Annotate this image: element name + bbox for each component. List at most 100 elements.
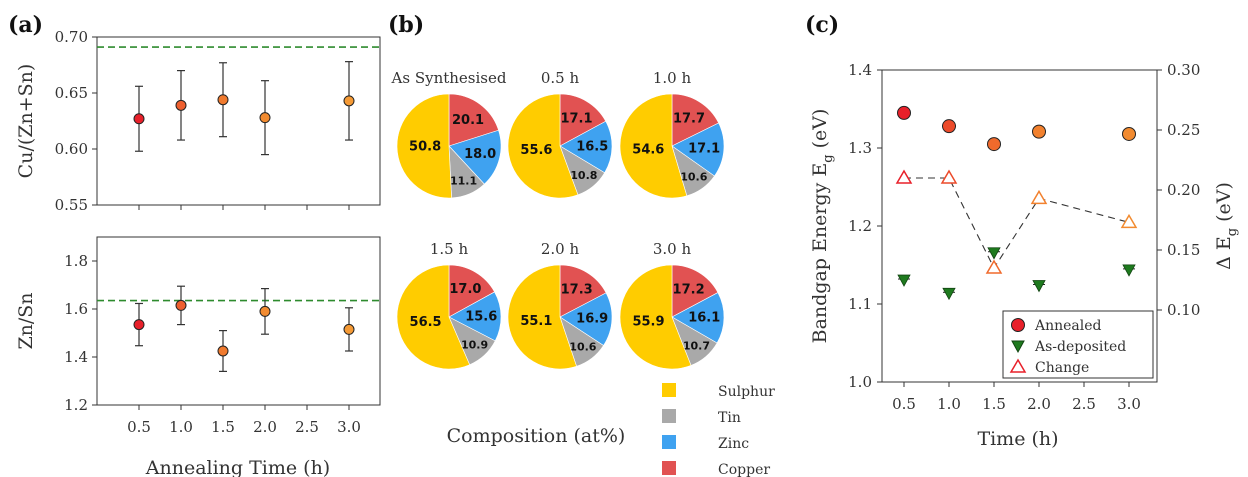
panel-c-label: (c) [805,12,839,38]
pie-slice-zinc [559,292,613,346]
y-tick-label: 1.1 [848,295,872,313]
legend-label-zinc: Zinc [718,436,749,452]
data-point [217,94,229,106]
data-point [133,113,145,125]
change-point [1120,213,1138,229]
change-point [985,259,1003,274]
pie-value-zinc: 15.6 [465,310,497,325]
chart-c-y2label: Δ Eg (eV) [1213,182,1240,270]
pie-value-sulphur: 55.1 [520,314,552,329]
pie-title: 2.0 h [541,240,580,258]
annealed-point [942,119,956,134]
pie-slice-sulphur [396,264,471,370]
pie-charts: As Synthesised 20.1 18.0 11.1 50.8 0.5 h 17.1 1… [391,69,725,370]
pie-value-tin: 11.1 [450,174,477,187]
data-point [343,323,355,335]
x-tick-label: 3.0 [337,418,361,436]
pie-value-zinc: 16.5 [576,140,608,155]
as-deposited-point [1122,264,1136,277]
pie-slice-sulphur [619,93,688,199]
as-deposited-point [942,287,956,301]
pie-value-sulphur: 50.8 [409,140,441,155]
legend-label-copper: Copper [718,462,770,477]
y-tick-label: 1.0 [848,373,872,391]
legend-box [1002,310,1154,379]
legend-as-deposited-marker [1011,340,1025,354]
chart-a-bottom-ylabel: Zn/Sn [15,292,37,349]
x-tick-label: 2.0 [253,418,277,436]
pie-legend: Sulphur Tin Zinc Copper [662,383,775,477]
pie-value-tin: 10.6 [569,341,596,354]
pie-slice-copper [448,264,495,318]
pie-value-sulphur: 55.9 [632,314,664,329]
data-point [259,112,271,124]
legend-label: As-deposited [1034,339,1126,355]
y-tick-label: 0.55 [55,196,88,214]
pie-title: 3.0 h [653,240,692,258]
pie-value-copper: 17.7 [673,112,705,127]
pie-slice-zinc [559,120,613,174]
pie-value-zinc: 17.1 [688,142,720,157]
legend-change-marker [1009,358,1027,373]
as-deposited-point [897,274,911,287]
y-tick-label: 1.2 [64,396,88,414]
data-point [259,305,271,317]
annealed-point [1122,126,1136,141]
pie-title: As Synthesised [391,69,507,87]
panel-b-label: (b) [388,12,424,38]
pie-value-tin: 10.7 [683,339,710,352]
x-tick-label: 1.5 [211,418,235,436]
pie-slice-sulphur [507,264,577,370]
y2-tick-label: 0.30 [1167,61,1200,79]
pie-title: 1.5 h [430,240,469,258]
data-point [133,319,145,331]
pie-value-copper: 17.1 [560,111,592,126]
chart-c-marks: 1.0 1.1 1.2 1.3 1.4 0.10 0.15 0.20 0.25 0.30 0.5 1.… [848,61,1200,413]
pie-value-zinc: 16.9 [576,312,608,327]
data-point [217,345,229,357]
y2-tick-label: 0.15 [1167,241,1200,259]
change-point [895,169,913,184]
pie-slice-zinc [671,122,725,177]
annealed-point [1032,124,1046,139]
x-tick-label: 0.5 [892,395,916,413]
chart-c-xlabel: Time (h) [977,428,1058,450]
pie-slice-sulphur [507,93,579,199]
as-deposited-point [987,247,1001,260]
pie-slice-copper [559,264,607,318]
pie-value-tin: 10.6 [680,170,707,183]
y2-tick-label: 0.20 [1167,181,1200,199]
legend-swatch-tin [662,409,676,423]
legend-label-tin: Tin [718,410,741,426]
change-point [1030,189,1048,205]
pie-slice-zinc [671,292,725,344]
chart-c-legend: Annealed As-deposited Change [1002,310,1154,379]
pie-value-copper: 17.3 [561,282,593,297]
pie-value-zinc: 16.1 [688,311,720,326]
chart-a-bottom-marks: 1.2 1.4 1.6 1.8 0.5 1.0 1.5 2.0 2.5 3.0 [64,252,380,436]
pie-value-copper: 17.2 [673,282,705,297]
change-point [940,169,958,184]
pie-slice-zinc [448,129,502,185]
annealed-point [897,105,911,120]
pie-slice-zinc [448,291,502,342]
chart-c-ylabel: Bandgap Energy Eg (eV) [809,109,836,344]
chart-a-top-marks: 0.55 0.60 0.65 0.70 [55,28,380,214]
chart-c: 1.0 1.1 1.2 1.3 1.4 0.10 0.15 0.20 0.25 0.30 0.5 1.… [809,61,1240,450]
panel-a-label: (a) [8,12,43,38]
pie-value-copper: 20.1 [452,113,484,128]
chart-a-bottom-frame [96,236,381,406]
pie-slice-copper [671,93,720,147]
pie-title: 1.0 h [653,69,692,87]
legend-label: Annealed [1034,318,1102,334]
x-tick-label: 0.5 [127,418,151,436]
pie-slice-copper [559,93,607,147]
chart-a-top-ylabel: Cu/(Zn+Sn) [15,64,37,179]
legend-swatch-copper [662,461,676,475]
y2-tick-label: 0.25 [1167,121,1200,139]
chart-a-bottom: 1.2 1.4 1.6 1.8 0.5 1.0 1.5 2.0 2.5 3.0 Zn/Sn Ann… [15,236,381,477]
y-tick-label: 0.70 [55,28,88,46]
pie-value-copper: 17.0 [449,282,481,297]
y-tick-label: 1.3 [848,139,872,157]
